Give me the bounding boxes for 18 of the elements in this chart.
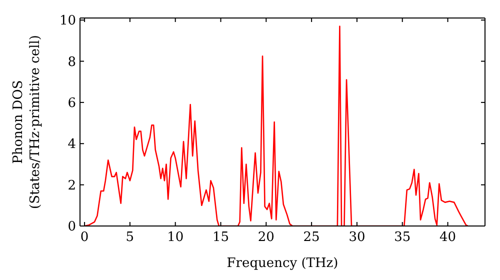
- x-tick-label: 10: [167, 230, 184, 246]
- x-tick-label: 15: [212, 230, 230, 246]
- y-axis-title: Phonon DOS (States/THz·primitive cell): [11, 34, 43, 210]
- y-tick-label: 10: [59, 14, 76, 29]
- y-tick-label: 4: [68, 137, 76, 152]
- x-tick-label: 20: [258, 230, 274, 246]
- y-tick-label: 2: [68, 178, 76, 194]
- x-tick-label: 40: [439, 230, 456, 246]
- x-tick-label: 35: [394, 230, 411, 246]
- x-tick-label: 30: [348, 230, 366, 246]
- y-tick-label: 6: [68, 96, 76, 112]
- x-tick-label: 5: [126, 230, 134, 246]
- line-series: [84, 26, 468, 226]
- x-tick-label: 25: [303, 230, 320, 246]
- y-tick-label: 0: [68, 220, 76, 235]
- x-tick-label: 0: [80, 230, 89, 246]
- y-tick-label: 8: [68, 54, 76, 70]
- x-axis-title: Frequency (THz): [226, 256, 338, 271]
